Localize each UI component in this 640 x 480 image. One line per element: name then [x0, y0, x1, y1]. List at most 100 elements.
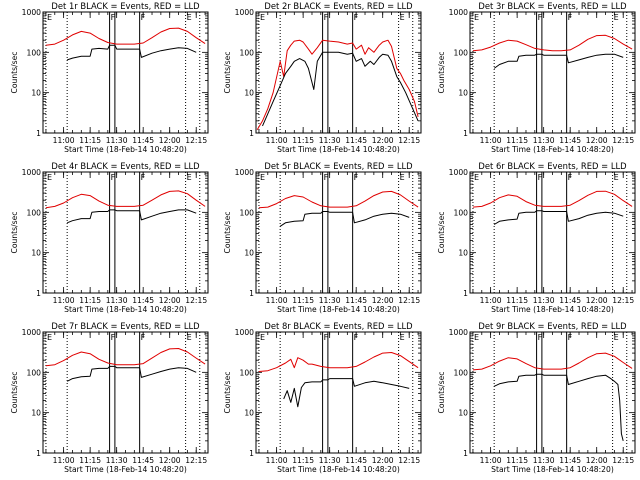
events-rate-line — [493, 53, 624, 69]
x-tick-label: 11:00 — [53, 456, 75, 465]
y-tick-label: 10 — [244, 409, 254, 418]
marker-label: F — [568, 173, 573, 182]
x-axis-label: Start Time (18-Feb-14 10:48:20) — [64, 145, 187, 154]
chart-panel-2: Det 2r BLACK = Events, RED = LLD 1 10 100 10… — [223, 1, 422, 154]
y-tick-label: 1000 — [235, 328, 254, 337]
x-tick-label: 12:00 — [159, 296, 181, 305]
events-rate-line — [493, 210, 624, 225]
x-tick-label: 12:15 — [612, 136, 634, 145]
x-tick-label: 12:15 — [612, 296, 634, 305]
y-tick-label: 1 — [249, 449, 254, 458]
x-tick-label: 11:30 — [319, 296, 341, 305]
lld-rate-line — [472, 352, 633, 371]
x-tick-label: 12:15 — [612, 456, 634, 465]
lld-rate-line — [472, 34, 633, 52]
y-axis-label: Counts/sec — [437, 212, 446, 254]
x-tick-label: 12:15 — [185, 136, 207, 145]
plot-frame — [255, 171, 422, 294]
events-rate-line — [262, 51, 419, 127]
lld-rate-line — [45, 27, 206, 46]
x-tick-label: 12:00 — [159, 136, 181, 145]
x-axis-label: Start Time (18-Feb-14 10:48:20) — [277, 145, 400, 154]
plot-frame — [469, 11, 636, 134]
y-axis-label: Counts/sec — [223, 372, 232, 414]
events-rate-line — [279, 211, 410, 227]
x-tick-label: 11:30 — [319, 136, 341, 145]
y-tick-label: 100 — [454, 208, 469, 217]
x-tick-label: 11:45 — [132, 136, 154, 145]
x-tick-label: 11:30 — [106, 296, 128, 305]
y-tick-label: 1000 — [449, 8, 468, 17]
x-tick-label: 12:00 — [372, 136, 394, 145]
chart-title: Det 9r BLACK = Events, RED = LLD — [478, 321, 626, 331]
marker-label: F — [538, 173, 543, 182]
y-tick-label: 100 — [454, 368, 469, 377]
marker-label: E — [47, 333, 52, 342]
chart-title: Det 4r BLACK = Events, RED = LLD — [51, 161, 199, 171]
chart-panel-4: Det 4r BLACK = Events, RED = LLD 1 10 100 10… — [10, 161, 209, 314]
x-tick-label: 12:00 — [586, 296, 608, 305]
marker-label: E — [474, 333, 479, 342]
x-tick-label: 11:00 — [53, 136, 75, 145]
x-tick-label: 11:15 — [506, 456, 528, 465]
lld-rate-line — [256, 39, 419, 131]
x-tick-label: 11:30 — [533, 456, 555, 465]
marker-label: E — [47, 173, 52, 182]
events-rate-line — [283, 378, 410, 408]
marker-label: F — [324, 173, 329, 182]
x-tick-label: 12:15 — [398, 296, 420, 305]
y-tick-label: 1 — [249, 289, 254, 298]
y-tick-label: 1000 — [235, 8, 254, 17]
y-tick-label: 1000 — [449, 328, 468, 337]
marker-label: F — [354, 173, 359, 182]
x-tick-label: 11:15 — [292, 456, 314, 465]
x-axis-label: Start Time (18-Feb-14 10:48:20) — [491, 465, 614, 474]
y-axis-label: Counts/sec — [10, 372, 19, 414]
marker-label: F — [568, 333, 573, 342]
y-tick-label: 1000 — [235, 168, 254, 177]
x-axis-label: Start Time (18-Feb-14 10:48:20) — [491, 305, 614, 314]
x-tick-label: 11:30 — [106, 456, 128, 465]
marker-label: F — [111, 173, 116, 182]
x-tick-label: 12:00 — [159, 456, 181, 465]
y-tick-label: 1 — [463, 289, 468, 298]
chart-title: Det 7r BLACK = Events, RED = LLD — [51, 321, 199, 331]
y-axis-label: Counts/sec — [10, 52, 19, 94]
marker-label: F — [568, 13, 573, 22]
marker-label: F — [141, 173, 146, 182]
y-tick-label: 10 — [31, 409, 41, 418]
y-tick-label: 1 — [36, 449, 41, 458]
chart-panel-1: Det 1r BLACK = Events, RED = LLD 1 10 100 10… — [10, 1, 209, 154]
x-tick-label: 11:00 — [480, 296, 502, 305]
marker-label: E — [400, 13, 405, 22]
marker-label: F — [141, 13, 146, 22]
x-tick-label: 12:00 — [586, 136, 608, 145]
events-rate-line — [67, 44, 197, 61]
x-tick-label: 11:30 — [106, 136, 128, 145]
events-rate-line — [66, 365, 197, 382]
lld-rate-line — [45, 348, 206, 367]
y-tick-label: 10 — [244, 89, 254, 98]
marker-label: E — [614, 13, 619, 22]
y-tick-label: 10 — [244, 249, 254, 258]
marker-label: F — [538, 13, 543, 22]
y-tick-label: 100 — [240, 368, 255, 377]
x-tick-label: 12:00 — [372, 456, 394, 465]
marker-label: F — [324, 333, 329, 342]
marker-label: F — [538, 333, 543, 342]
plot-frame — [255, 331, 422, 454]
x-tick-label: 11:45 — [559, 456, 581, 465]
marker-label: F — [111, 13, 116, 22]
chart-title: Det 5r BLACK = Events, RED = LLD — [264, 161, 412, 171]
x-tick-label: 11:15 — [506, 136, 528, 145]
chart-panel-9: Det 9r BLACK = Events, RED = LLD 1 10 100 10… — [437, 321, 636, 474]
x-tick-label: 12:15 — [398, 136, 420, 145]
x-tick-label: 12:15 — [185, 456, 207, 465]
chart-panel-7: Det 7r BLACK = Events, RED = LLD 1 10 100 10… — [10, 321, 209, 474]
y-tick-label: 10 — [458, 409, 468, 418]
chart-title: Det 1r BLACK = Events, RED = LLD — [51, 1, 199, 11]
y-axis-label: Counts/sec — [10, 212, 19, 254]
x-tick-label: 11:45 — [345, 456, 367, 465]
y-tick-label: 1 — [249, 129, 254, 138]
plot-frame — [42, 171, 209, 294]
